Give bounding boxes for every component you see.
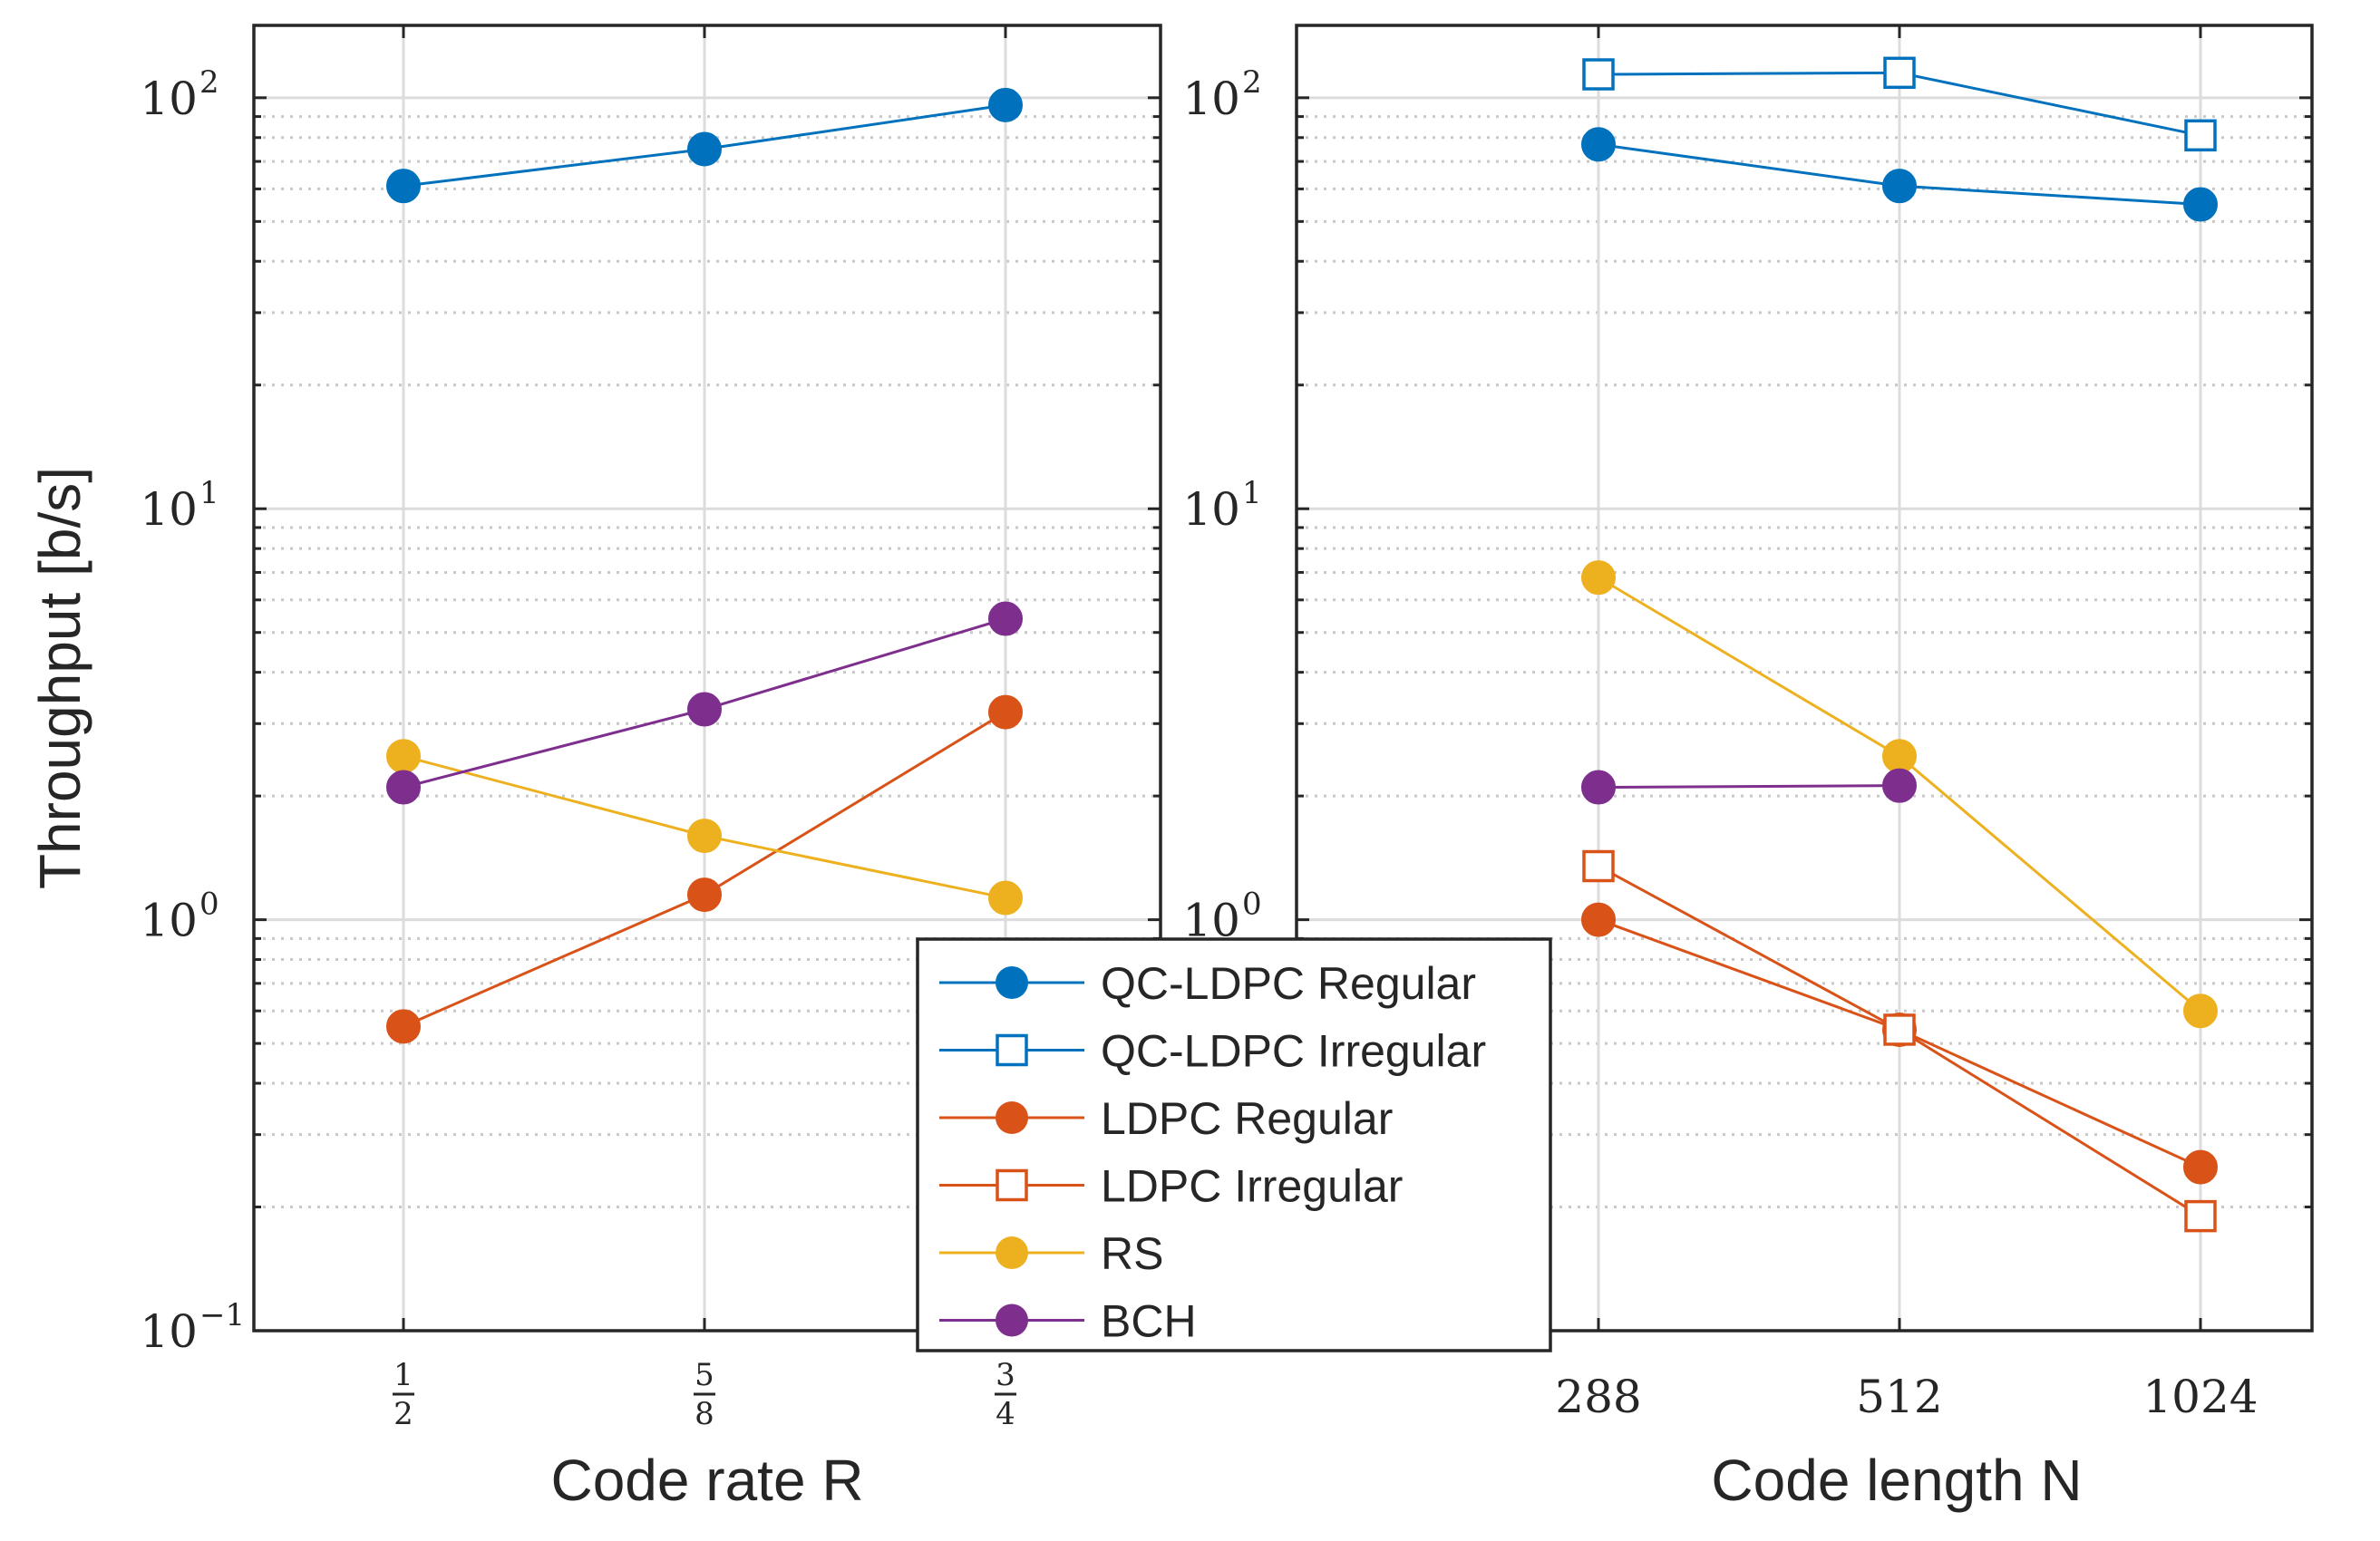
data-point-circle [687, 131, 722, 167]
y-tick-exponent: 1 [1242, 475, 1262, 511]
data-point-circle [1882, 739, 1917, 774]
legend-label: QC-LDPC Irregular [1101, 1026, 1486, 1077]
x-tick-denominator: 8 [695, 1396, 714, 1432]
y-tick-label: 10 [1182, 73, 1240, 125]
legend-entry: LDPC Irregular [939, 1161, 1403, 1212]
legend-entry: LDPC Regular [939, 1093, 1393, 1144]
data-point-circle [1581, 770, 1616, 805]
legend-entry: QC-LDPC Irregular [939, 1026, 1486, 1077]
x-tick-label: 512 [1856, 1371, 1942, 1423]
data-point-square [2184, 1199, 2217, 1233]
data-point-square [2184, 119, 2217, 152]
legend-label: BCH [1101, 1296, 1197, 1347]
series-ldpc-irregular [1582, 849, 2217, 1233]
data-point-circle [386, 169, 421, 204]
data-point-circle [1581, 127, 1616, 162]
series-qc-ldpc-regular [386, 87, 1023, 204]
series-bch [1581, 768, 1917, 805]
x-tick-label: 1024 [2142, 1371, 2258, 1423]
legend-label: QC-LDPC Regular [1101, 958, 1476, 1009]
axes-frame [252, 24, 1162, 1333]
axes-frame [1295, 24, 2314, 1333]
legend: QC-LDPC Regular QC-LDPC Irregular LDPC Reg… [916, 937, 1552, 1352]
x-tick-denominator: 2 [393, 1396, 413, 1432]
legend-marker-circle [996, 1236, 1028, 1269]
legend-entry: QC-LDPC Regular [939, 958, 1476, 1009]
y-axis-label: Throughput [b/s] [27, 467, 92, 889]
legend-box [916, 937, 1552, 1352]
data-point-circle [988, 601, 1023, 636]
legend-marker-circle [996, 1101, 1028, 1134]
x-axis-label: Code rate R [550, 1448, 863, 1513]
data-point-circle [2183, 993, 2218, 1029]
y-tick-exponent: 1 [199, 475, 219, 511]
data-point-square [1883, 56, 1916, 90]
y-tick-exponent: 2 [199, 64, 219, 101]
legend-marker-square [996, 1168, 1028, 1202]
legend-label: LDPC Irregular [1101, 1161, 1403, 1212]
legend-marker-circle [996, 966, 1028, 999]
y-tick-label: 10 [140, 895, 198, 947]
series-ldpc-regular [386, 694, 1023, 1044]
x-tick-numerator: 5 [695, 1357, 714, 1393]
series-rs [386, 739, 1023, 916]
series-rs [1581, 560, 2218, 1029]
data-point-circle [386, 1009, 421, 1044]
x-tick-label: 288 [1555, 1371, 1641, 1423]
y-tick-exponent: 0 [199, 887, 219, 923]
data-point-circle [1581, 902, 1616, 937]
data-point-circle [386, 739, 421, 774]
data-point-square [1883, 1013, 1916, 1046]
data-point-circle [2183, 187, 2218, 222]
x-tick-numerator: 1 [393, 1357, 413, 1393]
y-tick-label: 10 [140, 483, 198, 536]
data-point-circle [1581, 560, 1616, 596]
data-point-circle [687, 819, 722, 854]
legend-entry: BCH [939, 1296, 1197, 1347]
data-point-circle [687, 877, 722, 913]
series-qc-ldpc-regular [1581, 127, 2218, 222]
data-point-circle [988, 694, 1023, 730]
x-tick-numerator: 3 [996, 1357, 1015, 1393]
series-bch [386, 601, 1023, 805]
x-axis-label: Code length N [1711, 1448, 2082, 1513]
legend-label: RS [1101, 1228, 1163, 1279]
data-point-circle [1882, 169, 1917, 204]
y-tick-label: 10 [140, 1305, 198, 1358]
x-tick-denominator: 4 [996, 1396, 1015, 1432]
data-point-circle [988, 880, 1023, 916]
series-qc-ldpc-irregular [1582, 56, 2217, 152]
data-point-circle [988, 87, 1023, 122]
legend-marker-circle [996, 1304, 1028, 1337]
data-point-circle [1882, 768, 1917, 803]
data-point-circle [386, 770, 421, 805]
y-tick-label: 10 [140, 73, 198, 125]
legend-marker-square [996, 1033, 1028, 1067]
y-tick-label: 10 [1182, 483, 1240, 536]
y-tick-exponent: −1 [199, 1297, 245, 1333]
data-point-circle [2183, 1149, 2218, 1185]
y-tick-exponent: 2 [1242, 64, 1262, 101]
data-point-square [1582, 58, 1615, 91]
legend-entry: RS [939, 1228, 1163, 1279]
legend-label: LDPC Regular [1101, 1093, 1393, 1144]
data-point-square [1582, 849, 1615, 883]
series-line [1598, 784, 1900, 790]
data-point-circle [687, 692, 722, 727]
y-tick-exponent: 0 [1242, 887, 1262, 923]
